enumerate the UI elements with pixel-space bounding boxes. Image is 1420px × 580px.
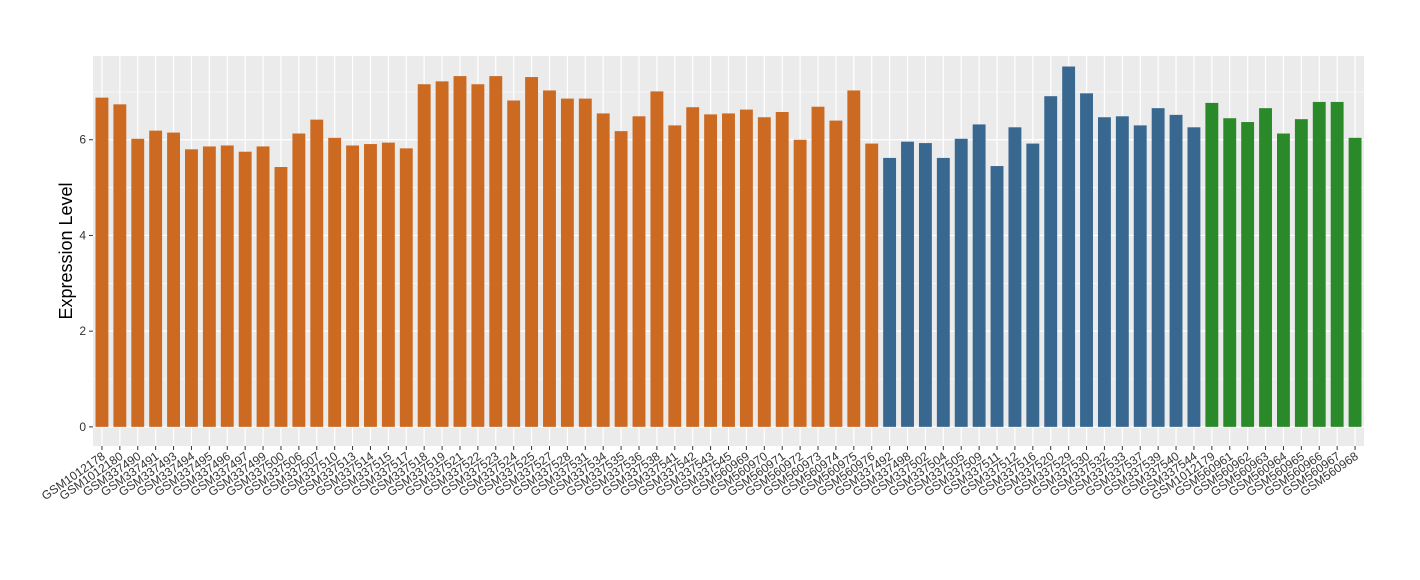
bar-GSM560969 <box>739 109 753 427</box>
bar-GSM1012178 <box>95 97 109 427</box>
y-tick-label: 4 <box>79 228 86 242</box>
bar-GSM337505 <box>954 138 968 427</box>
bar-GSM560968 <box>1348 137 1362 427</box>
bar-GSM337531 <box>578 98 592 427</box>
bar-GSM337539 <box>1151 108 1165 427</box>
bar-GSM337497 <box>238 151 252 427</box>
bar-GSM560962 <box>1241 122 1255 427</box>
bar-GSM337521 <box>453 76 467 427</box>
bar-GSM560965 <box>1294 119 1308 427</box>
y-tick-label: 6 <box>79 133 86 147</box>
bar-GSM560974 <box>829 120 843 427</box>
bar-GSM337530 <box>1080 93 1093 427</box>
bar-GSM337510 <box>328 137 342 427</box>
bar-GSM337524 <box>507 100 521 427</box>
bar-GSM337540 <box>1169 114 1183 427</box>
bar-GSM337500 <box>274 167 288 427</box>
bar-GSM337492 <box>883 157 897 427</box>
bar-GSM560964 <box>1276 133 1290 427</box>
bar-GSM337517 <box>399 148 413 427</box>
bar-GSM337533 <box>1115 116 1129 427</box>
bar-GSM560966 <box>1312 101 1326 427</box>
bar-GSM337518 <box>417 84 431 427</box>
bar-GSM560973 <box>811 106 825 427</box>
bar-GSM560976 <box>865 143 879 427</box>
bar-GSM337535 <box>614 131 628 427</box>
bar-GSM337499 <box>256 146 270 427</box>
bar-GSM337514 <box>364 144 377 427</box>
y-axis: 0 2 4 6 <box>79 133 93 434</box>
bar-GSM337542 <box>686 107 700 427</box>
bar-GSM337525 <box>525 77 539 427</box>
bar-GSM337520 <box>1044 96 1058 427</box>
bar-GSM337545 <box>722 113 735 427</box>
bar-GSM337491 <box>149 130 163 427</box>
bar-GSM337543 <box>704 114 718 427</box>
y-axis-title: Expression Level <box>56 182 76 319</box>
bar-GSM337544 <box>1187 127 1201 427</box>
bar-GSM1012179 <box>1205 102 1219 427</box>
bar-GSM337541 <box>668 125 682 427</box>
bar-GSM337515 <box>381 142 395 427</box>
bar-GSM337494 <box>185 149 198 427</box>
bar-GSM337516 <box>1026 143 1040 427</box>
bar-GSM337522 <box>471 84 485 427</box>
bar-GSM337495 <box>202 146 216 427</box>
y-tick-label: 0 <box>79 420 86 434</box>
bar-GSM337528 <box>560 98 574 427</box>
x-axis: GSM1012178GSM1012180GSM337490GSM337491GS… <box>39 446 1361 503</box>
bar-GSM560967 <box>1330 101 1344 427</box>
bar-GSM337536 <box>632 116 646 427</box>
bar-GSM560961 <box>1223 118 1237 427</box>
bar-GSM337511 <box>990 166 1004 427</box>
bar-GSM337507 <box>310 119 324 427</box>
bar-GSM337490 <box>131 138 145 427</box>
bar-GSM337504 <box>936 157 950 427</box>
bar-GSM337538 <box>650 91 664 427</box>
bar-GSM337493 <box>167 132 181 427</box>
bar-GSM337532 <box>1097 117 1111 427</box>
bar-GSM337496 <box>220 145 234 427</box>
bar-GSM1012180 <box>113 104 127 427</box>
bar-GSM337534 <box>596 113 610 427</box>
bar-GSM337527 <box>543 90 556 427</box>
bar-GSM337506 <box>292 133 306 427</box>
bar-GSM337537 <box>1133 125 1147 427</box>
bar-GSM560975 <box>847 90 861 427</box>
bar-GSM337502 <box>918 143 932 427</box>
y-tick-label: 2 <box>79 324 86 338</box>
bar-GSM560970 <box>757 117 771 427</box>
bar-GSM337513 <box>346 145 360 427</box>
bar-GSM337523 <box>489 76 503 427</box>
bar-GSM337512 <box>1008 127 1022 427</box>
bar-GSM560963 <box>1259 108 1272 427</box>
bar-GSM337498 <box>901 141 914 427</box>
bar-GSM560971 <box>775 111 789 427</box>
bar-GSM337519 <box>435 81 449 427</box>
bar-GSM337509 <box>972 124 986 427</box>
bar-GSM560972 <box>793 139 807 427</box>
bar-GSM337529 <box>1062 66 1076 427</box>
bars <box>95 66 1362 427</box>
